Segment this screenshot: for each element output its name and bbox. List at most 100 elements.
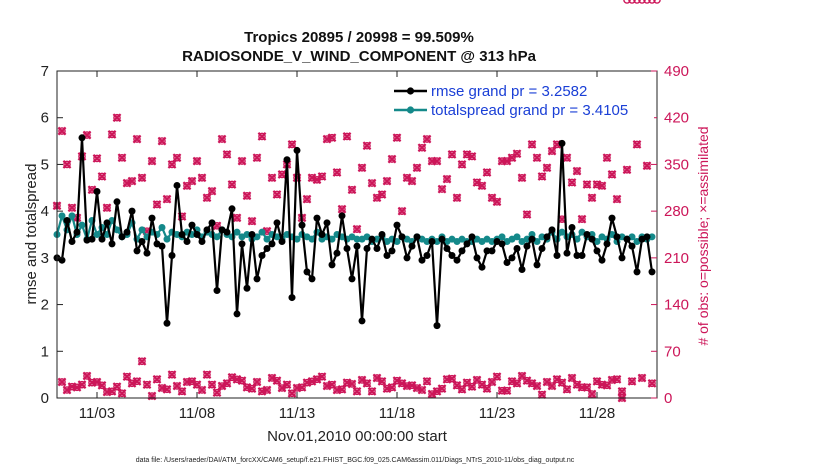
obs-assimilated-marker — [182, 377, 192, 387]
y2-tick-label: 420 — [664, 110, 689, 127]
obs-possible-marker — [478, 181, 486, 190]
obs-possible-marker — [443, 375, 451, 384]
rmse-point — [103, 219, 111, 227]
obs-possible-marker — [138, 357, 146, 366]
obs-assimilated-marker — [367, 178, 377, 188]
plot-area — [53, 0, 661, 403]
totalspread-point — [648, 233, 656, 241]
obs-possible-marker — [248, 217, 256, 225]
obs-possible-marker — [468, 382, 476, 391]
rmse-point — [423, 252, 431, 260]
obs-assimilated-marker — [592, 376, 602, 386]
obs-possible-marker — [273, 190, 281, 199]
obs-assimilated-marker — [307, 173, 317, 183]
rmse-point — [248, 231, 256, 238]
rmse-point — [593, 247, 601, 255]
obs-assimilated-marker — [92, 154, 102, 163]
obs-assimilated-marker — [382, 384, 392, 394]
obs-assimilated-marker — [547, 146, 557, 156]
rmse-point — [213, 287, 221, 295]
obs-possible-marker — [648, 379, 656, 388]
rmse-point — [528, 235, 536, 243]
obs-assimilated-marker — [387, 154, 397, 164]
obs-possible-marker — [603, 381, 611, 390]
obs-possible-marker — [468, 152, 476, 161]
rmse-point — [628, 242, 636, 250]
obs-possible-marker — [268, 173, 276, 182]
rmse-point — [88, 235, 96, 243]
rmse-point — [198, 238, 206, 246]
obs-possible-marker — [423, 135, 431, 143]
y2-tick-label: 140 — [664, 297, 689, 314]
totalspread-point — [58, 212, 66, 220]
obs-assimilated-marker — [212, 388, 222, 398]
obs-assimilated-marker — [147, 156, 157, 166]
obs-assimilated-marker — [62, 160, 72, 169]
rmse-point — [553, 252, 561, 260]
obs-assimilated-marker — [172, 153, 182, 163]
obs-assimilated-marker — [537, 390, 547, 400]
obs-assimilated-marker — [612, 374, 622, 384]
obs-assimilated-marker — [332, 168, 342, 177]
obs-assimilated-marker — [392, 133, 402, 143]
obs-possible-marker — [563, 385, 571, 394]
rmse-point — [108, 240, 116, 248]
totalspread-point — [558, 228, 566, 236]
obs-possible-marker — [378, 190, 386, 199]
obs-possible-marker — [583, 180, 591, 189]
obs-assimilated-marker — [467, 152, 477, 161]
rmse-point — [318, 231, 326, 238]
obs-possible-marker — [368, 387, 376, 396]
chart-subtitle: RADIOSONDE_V_WIND_COMPONENT @ 313 hPa — [182, 48, 537, 65]
obs-possible-marker — [243, 191, 251, 200]
obs-possible-marker — [258, 132, 266, 141]
obs-possible-marker — [633, 0, 641, 4]
data-file-footnote: data file: /Users/raeder/DAI/ATM_forcXX/… — [136, 457, 575, 464]
rmse-point — [78, 134, 86, 142]
rmse-point — [343, 245, 351, 253]
obs-assimilated-marker — [347, 185, 357, 195]
y-tick-label: 0 — [41, 390, 49, 407]
obs-possible-marker — [103, 388, 111, 396]
obs-possible-marker — [128, 177, 136, 185]
obs-assimilated-marker — [252, 377, 262, 387]
obs-possible-marker — [433, 157, 441, 165]
obs-possible-marker — [513, 379, 521, 388]
rmse-point — [193, 231, 201, 238]
totalspread-point — [138, 226, 146, 234]
rmse-point — [488, 247, 496, 255]
x-tick-label: 11/28 — [579, 405, 615, 422]
y2-tick-label: 350 — [664, 156, 689, 173]
obs-assimilated-marker — [572, 380, 582, 390]
obs-assimilated-marker — [512, 378, 522, 388]
obs-assimilated-marker — [327, 133, 337, 143]
obs-possible-marker — [148, 157, 156, 165]
obs-possible-marker — [68, 204, 76, 212]
obs-possible-marker — [333, 386, 341, 394]
obs-possible-marker — [158, 137, 166, 145]
obs-assimilated-marker — [127, 176, 137, 186]
obs-possible-marker — [213, 222, 221, 230]
obs-assimilated-marker — [117, 153, 127, 163]
obs-possible-marker — [393, 133, 401, 142]
chart-title: Tropics 20895 / 20998 = 99.509% — [244, 29, 474, 46]
obs-possible-marker — [243, 383, 251, 392]
obs-possible-marker — [598, 181, 606, 190]
obs-assimilated-marker — [277, 170, 287, 179]
obs-possible-marker — [543, 163, 551, 172]
obs-possible-marker — [383, 177, 391, 185]
obs-possible-marker — [123, 372, 131, 381]
rmse-point — [503, 259, 511, 267]
obs-assimilated-marker — [187, 176, 197, 186]
rmse-point — [288, 294, 296, 302]
obs-possible-marker — [208, 187, 216, 195]
obs-assimilated-marker — [647, 378, 657, 388]
legend: rmse grand pr = 3.2582 totalspread grand… — [388, 80, 654, 124]
obs-assimilated-marker — [537, 172, 547, 181]
obs-possible-marker — [583, 383, 591, 392]
rmse-point — [363, 245, 371, 253]
obs-possible-marker — [513, 149, 521, 158]
rmse-point — [93, 188, 101, 196]
obs-assimilated-marker — [352, 224, 362, 234]
obs-possible-marker — [333, 168, 341, 177]
